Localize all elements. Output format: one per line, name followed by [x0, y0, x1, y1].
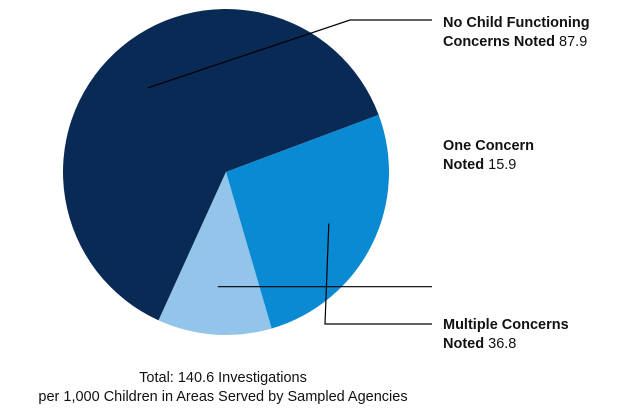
leader-line-no-concerns [147, 19, 432, 89]
slice-label-no-concerns: No Child Functioning Concerns Noted 87.9 [443, 14, 590, 52]
slice-value-multiple-concerns: 36.8 [488, 336, 517, 352]
slice-label-multiple-concerns: Multiple Concerns Noted 36.8 [443, 316, 569, 354]
slice-label-no-concerns-line1: No Child Functioning [443, 15, 590, 31]
footnote-total: Total: 140.6 Investigations [139, 370, 307, 386]
slice-value-no-concerns: 87.9 [559, 34, 588, 50]
slice-label-multiple-concerns-line1: Multiple Concerns [443, 317, 569, 333]
slice-label-one-concern-line1: One Concern [443, 138, 535, 154]
slice-one-concern [158, 172, 272, 335]
footnote-description: per 1,000 Children in Areas Served by Sa… [38, 389, 408, 405]
leader-line-multiple-concerns [324, 223, 432, 325]
slice-label-one-concern-line2: Noted [443, 157, 485, 173]
slice-label-one-concern: One Concern Noted 15.9 [443, 137, 534, 175]
slice-value-one-concern: 15.9 [488, 157, 517, 173]
slice-no-concerns [62, 9, 379, 321]
slice-multiple-concerns [226, 114, 389, 329]
slice-label-multiple-concerns-line2: Noted [443, 336, 485, 352]
slice-label-no-concerns-line2: Concerns Noted [443, 34, 555, 50]
